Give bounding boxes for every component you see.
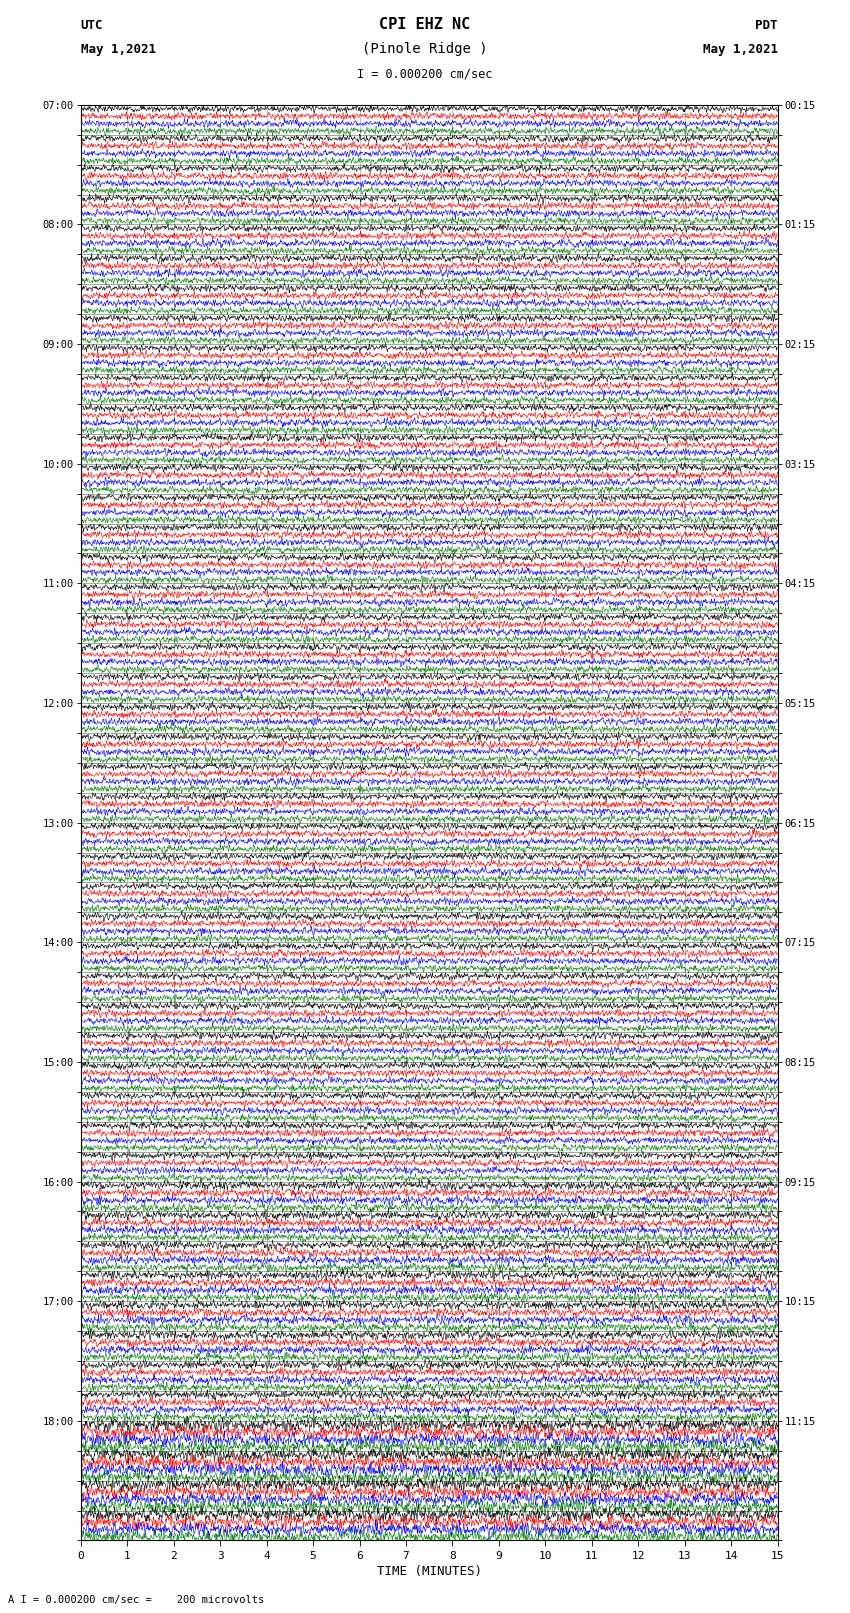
- Text: May 1,2021: May 1,2021: [81, 44, 156, 56]
- Text: CPI EHZ NC: CPI EHZ NC: [379, 18, 471, 32]
- Text: PDT: PDT: [756, 19, 778, 32]
- Text: May 1,2021: May 1,2021: [703, 44, 778, 56]
- Text: UTC: UTC: [81, 19, 103, 32]
- X-axis label: TIME (MINUTES): TIME (MINUTES): [377, 1565, 482, 1578]
- Text: I = 0.000200 cm/sec: I = 0.000200 cm/sec: [357, 68, 493, 81]
- Text: (Pinole Ridge ): (Pinole Ridge ): [362, 42, 488, 56]
- Text: A I = 0.000200 cm/sec =    200 microvolts: A I = 0.000200 cm/sec = 200 microvolts: [8, 1595, 264, 1605]
